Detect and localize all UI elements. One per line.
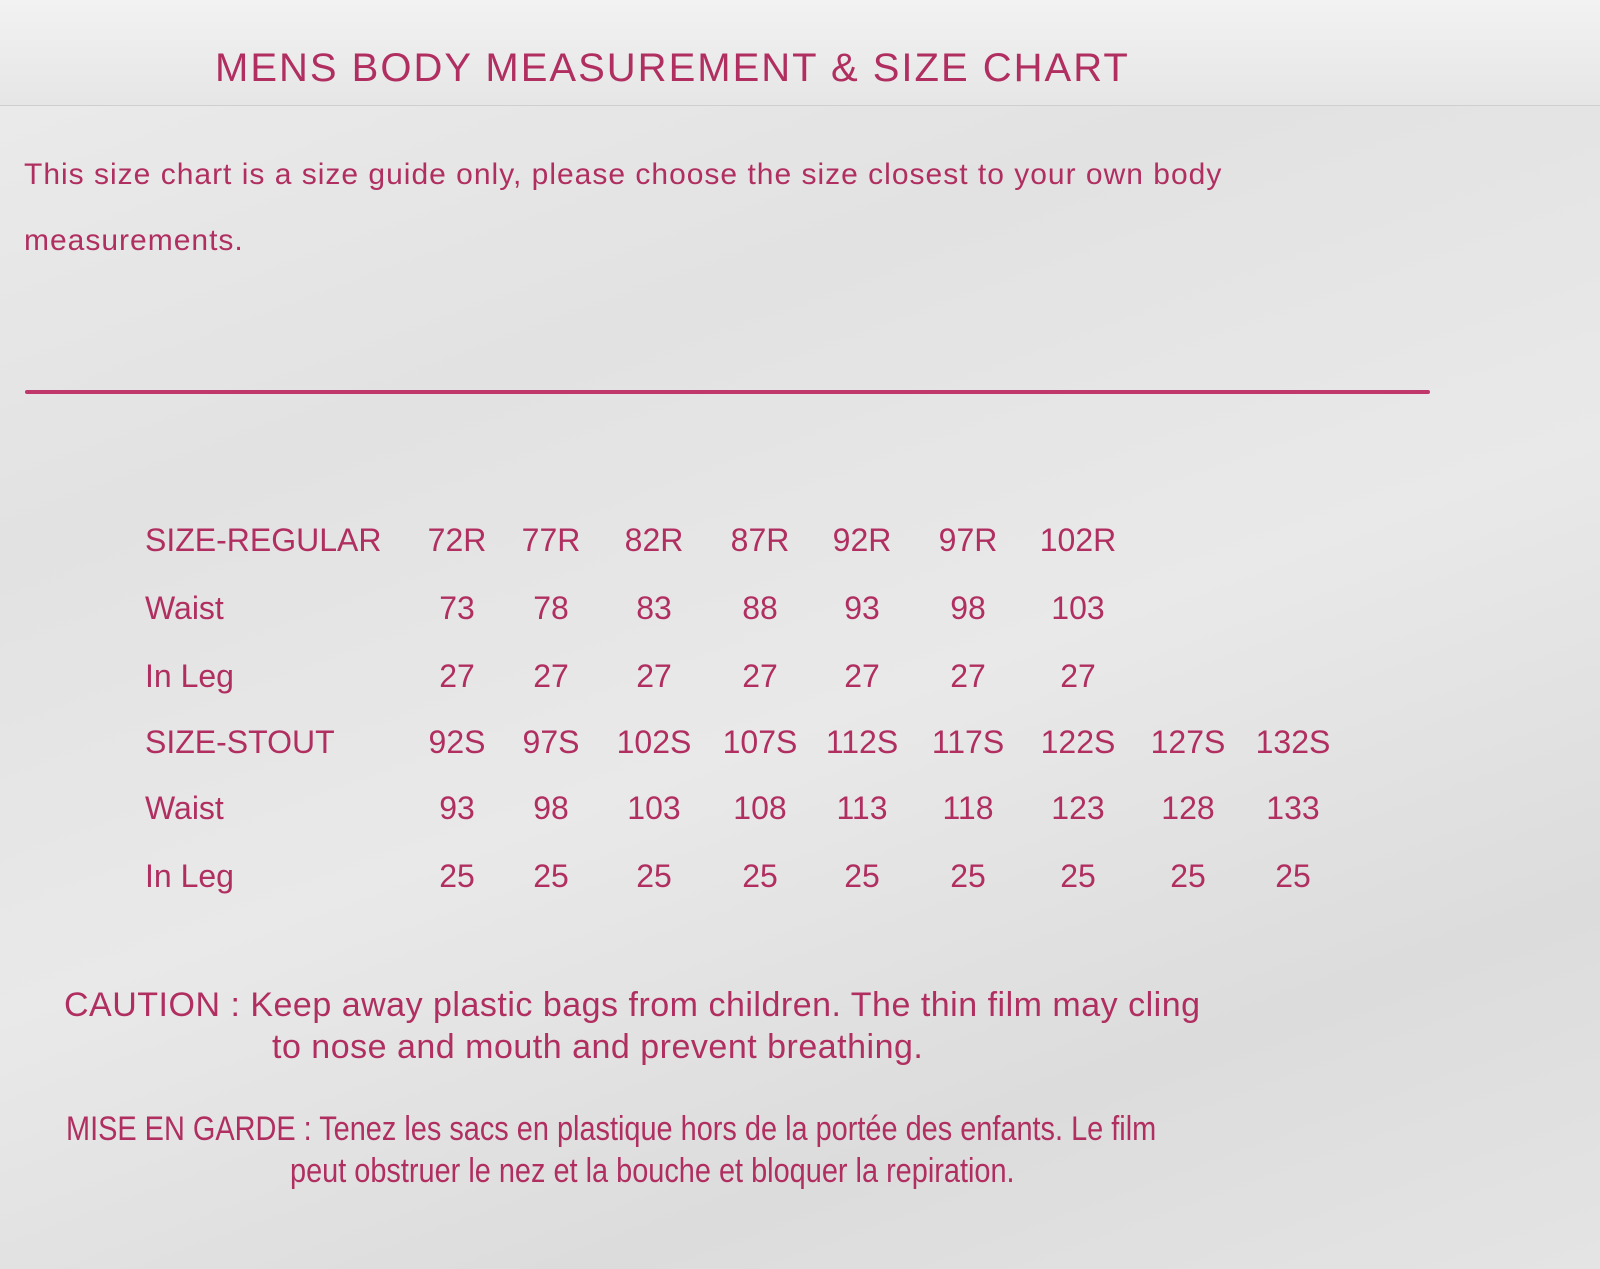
- table-cell: 27: [439, 658, 475, 694]
- divider: [25, 390, 1430, 394]
- table-cell: 88: [742, 590, 778, 626]
- bag-top-seam: [0, 0, 1600, 106]
- table-cell: 123: [1051, 790, 1105, 826]
- table-cell: 128: [1161, 790, 1215, 826]
- table-cell: 27: [844, 658, 880, 694]
- table-cell: 72R: [427, 522, 487, 558]
- table-cell: 78: [533, 590, 569, 626]
- table-cell: 103: [627, 790, 681, 826]
- table-cell: 73: [439, 590, 475, 626]
- mise-en-garde-line-1: MISE EN GARDE : Tenez les sacs en plasti…: [66, 1110, 1157, 1148]
- table-cell: 127S: [1150, 724, 1226, 760]
- table-cell: 102R: [1039, 522, 1117, 558]
- table-cell: 97S: [522, 724, 580, 760]
- table-cell: 25: [950, 858, 986, 894]
- table-cell: 25: [1060, 858, 1096, 894]
- table-cell: 93: [439, 790, 475, 826]
- table-cell: 98: [533, 790, 569, 826]
- intro-line-1: This size chart is a size guide only, pl…: [24, 158, 1223, 191]
- table-cell: 107S: [722, 724, 798, 760]
- row-label: SIZE-STOUT: [145, 724, 335, 760]
- table-cell: 27: [742, 658, 778, 694]
- table-cell: 133: [1266, 790, 1320, 826]
- table-cell: 132S: [1255, 724, 1331, 760]
- caution-line-2: to nose and mouth and prevent breathing.: [272, 1028, 924, 1066]
- table-cell: 113: [836, 790, 888, 826]
- table-cell: 122S: [1040, 724, 1116, 760]
- table-cell: 82R: [624, 522, 684, 558]
- table-cell: 27: [950, 658, 986, 694]
- table-cell: 97R: [938, 522, 998, 558]
- row-label: In Leg: [145, 658, 234, 694]
- table-cell: 25: [1170, 858, 1206, 894]
- table-cell: 77R: [521, 522, 581, 558]
- table-cell: 27: [1060, 658, 1096, 694]
- row-label: Waist: [145, 590, 224, 626]
- intro-line-2: measurements.: [24, 224, 244, 257]
- table-cell: 92R: [832, 522, 892, 558]
- table-cell: 93: [844, 590, 880, 626]
- caution-line-1: CAUTION : Keep away plastic bags from ch…: [64, 986, 1201, 1024]
- row-label: In Leg: [145, 858, 234, 894]
- table-cell: 25: [636, 858, 672, 894]
- page-title: MENS BODY MEASUREMENT & SIZE CHART: [215, 46, 1130, 90]
- table-cell: 27: [636, 658, 672, 694]
- table-cell: 25: [1275, 858, 1311, 894]
- table-cell: 25: [742, 858, 778, 894]
- row-label: Waist: [145, 790, 224, 826]
- mise-en-garde-line-2: peut obstruer le nez et la bouche et blo…: [290, 1152, 1015, 1190]
- table-cell: 92S: [428, 724, 486, 760]
- table-cell: 98: [950, 590, 986, 626]
- table-cell: 25: [439, 858, 475, 894]
- table-cell: 87R: [730, 522, 790, 558]
- row-label: SIZE-REGULAR: [145, 522, 382, 558]
- table-cell: 108: [733, 790, 787, 826]
- table-cell: 83: [636, 590, 672, 626]
- table-cell: 25: [844, 858, 880, 894]
- table-cell: 117S: [931, 724, 1005, 760]
- table-cell: 102S: [616, 724, 692, 760]
- table-cell: 103: [1051, 590, 1105, 626]
- table-cell: 25: [533, 858, 569, 894]
- table-cell: 112S: [825, 724, 899, 760]
- table-cell: 118: [942, 790, 994, 826]
- table-cell: 27: [533, 658, 569, 694]
